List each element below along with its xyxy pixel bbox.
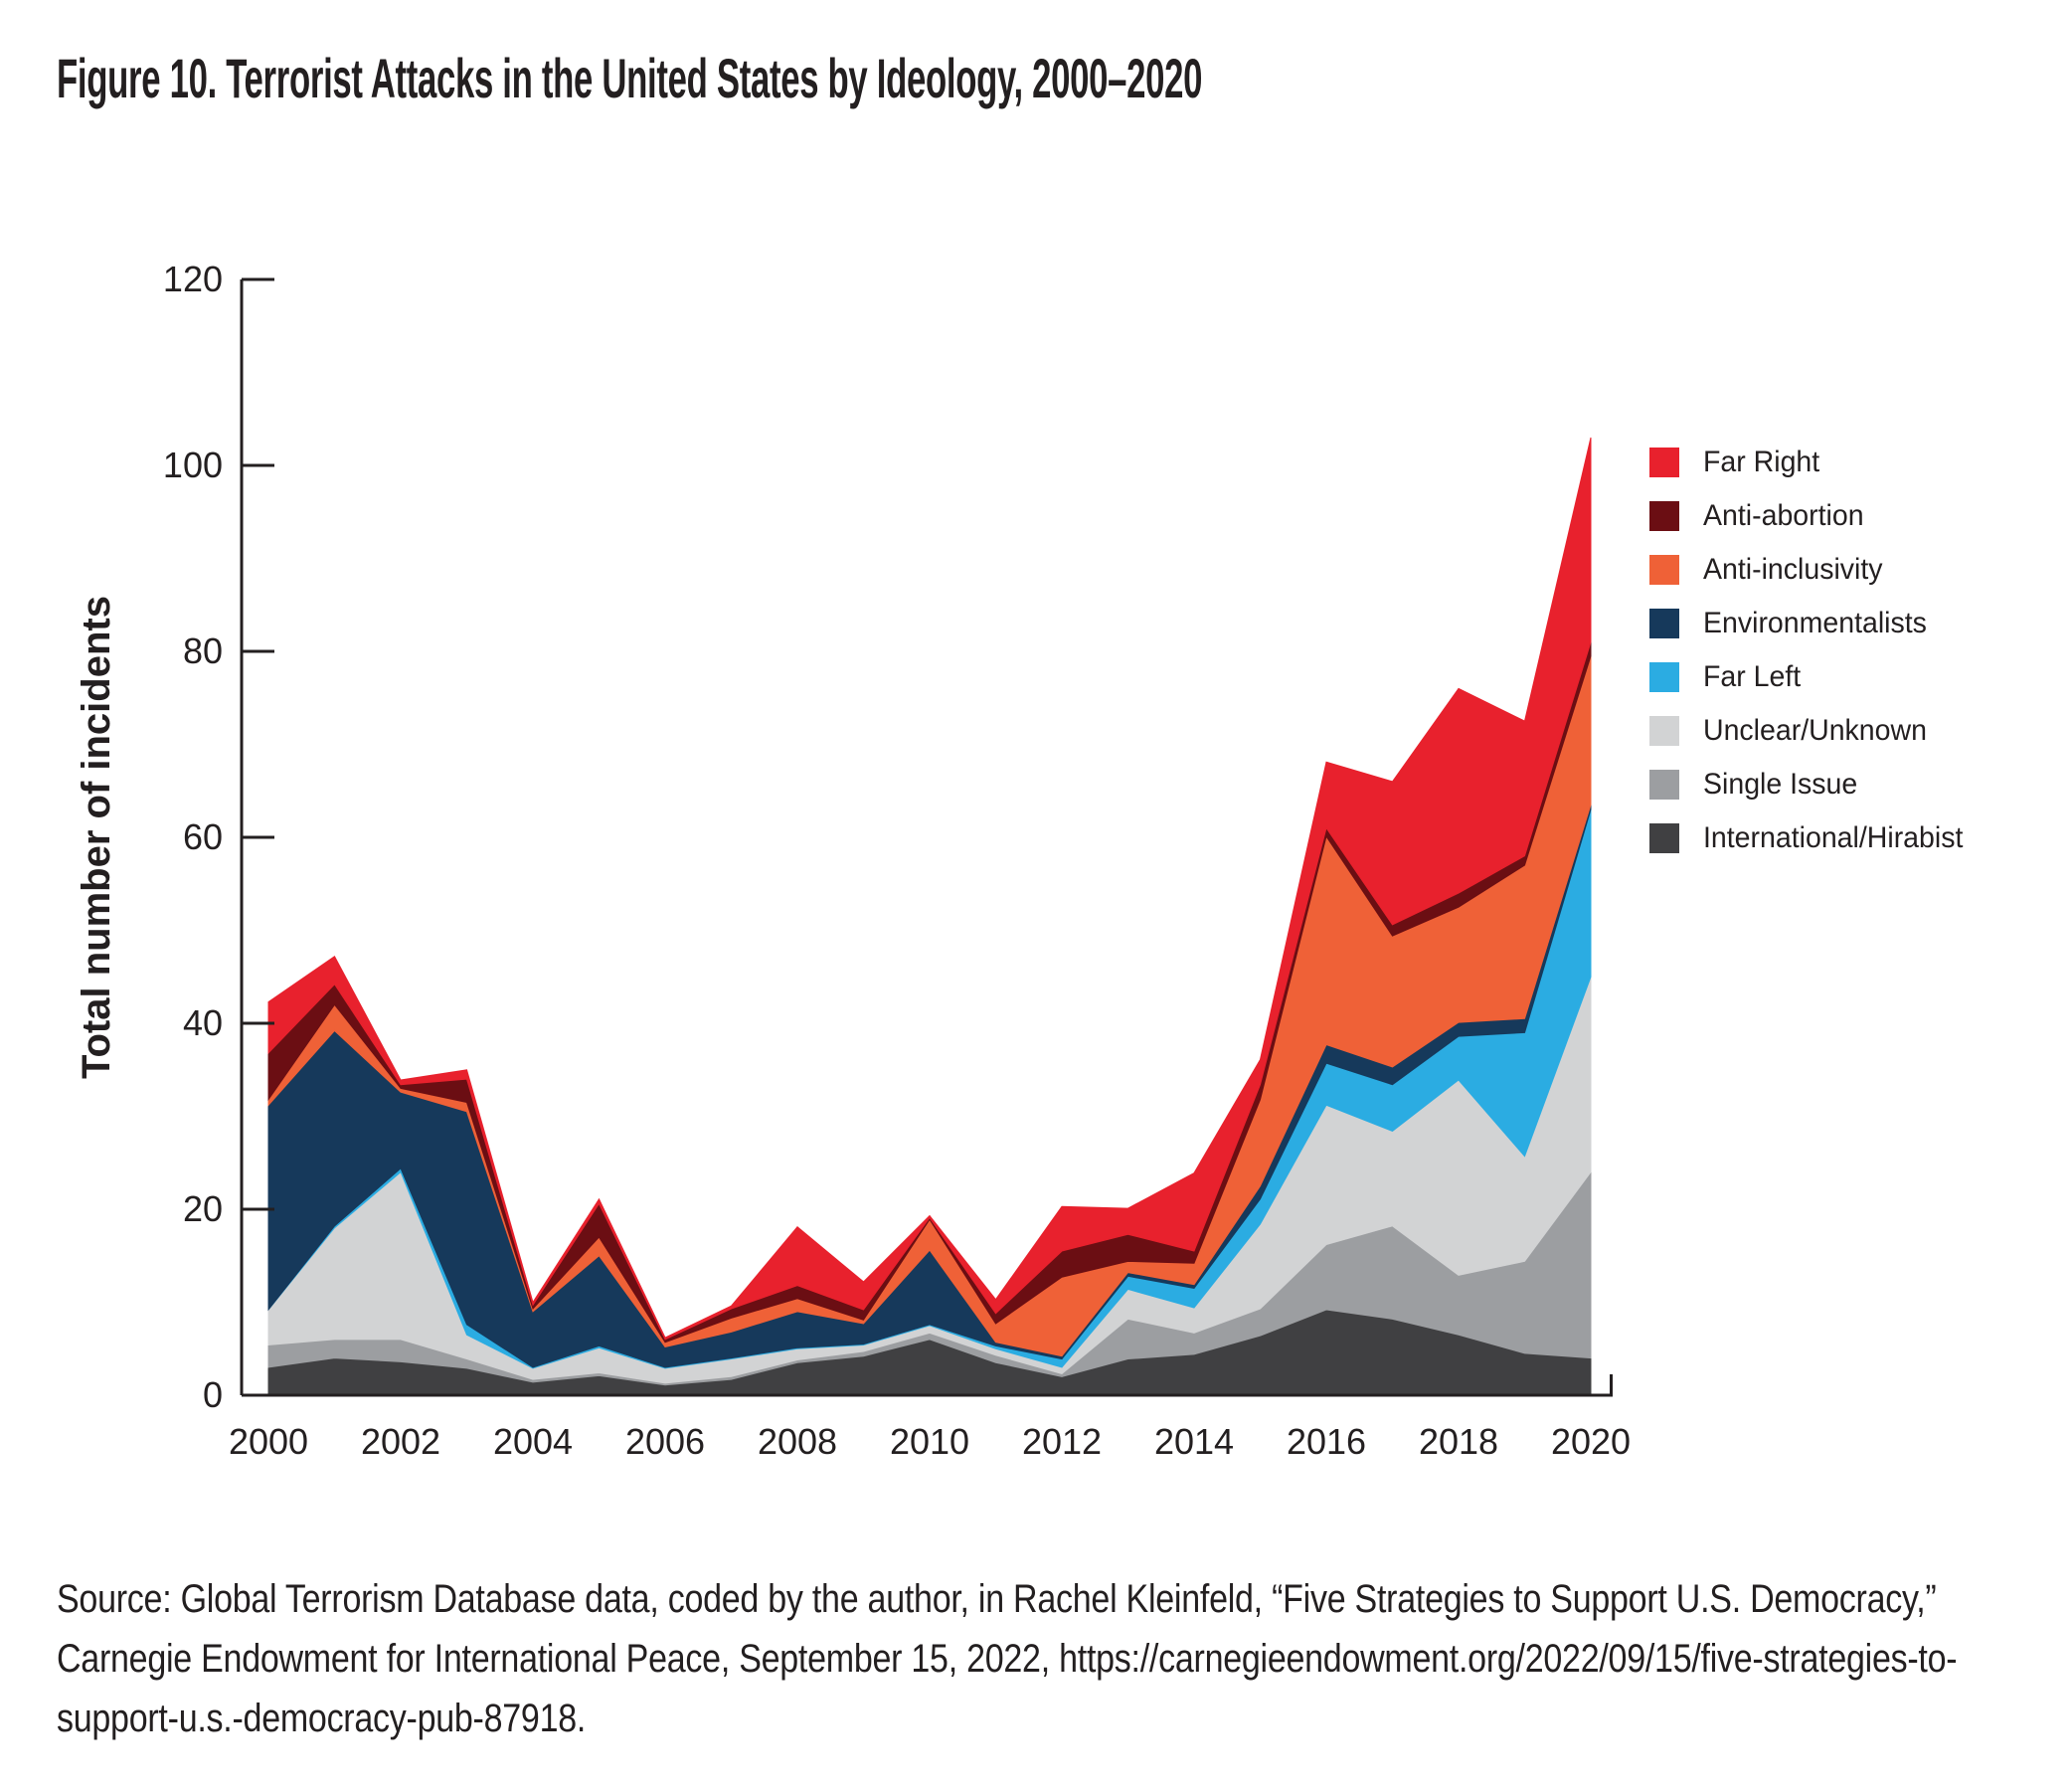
legend-swatch-international-hirabist bbox=[1649, 823, 1679, 853]
x-tick-label-2018: 2018 bbox=[1419, 1421, 1498, 1462]
x-tick-label-2014: 2014 bbox=[1154, 1421, 1234, 1462]
legend-label-anti-abortion: Anti-abortion bbox=[1703, 499, 1864, 532]
legend-label-international-hirabist: International/Hirabist bbox=[1703, 821, 1964, 854]
x-tick-label-2010: 2010 bbox=[890, 1421, 969, 1462]
x-tick-label-2016: 2016 bbox=[1287, 1421, 1366, 1462]
x-tick-label-2012: 2012 bbox=[1022, 1421, 1102, 1462]
legend-item-single-issue: Single Issue bbox=[1649, 770, 1977, 800]
x-tick-label-2008: 2008 bbox=[758, 1421, 837, 1462]
y-tick-label-0: 0 bbox=[203, 1374, 223, 1415]
legend-swatch-anti-abortion bbox=[1649, 501, 1679, 531]
legend-label-unclear-unknown: Unclear/Unknown bbox=[1703, 714, 1927, 747]
legend-item-anti-abortion: Anti-abortion bbox=[1649, 501, 1977, 531]
y-axis-title: Total number of incidents bbox=[75, 596, 118, 1079]
legend-item-far-right: Far Right bbox=[1649, 448, 1977, 477]
legend-swatch-far-right bbox=[1649, 448, 1679, 477]
legend-swatch-far-left bbox=[1649, 662, 1679, 692]
y-tick-label-20: 20 bbox=[183, 1188, 223, 1229]
y-tick-label-80: 80 bbox=[183, 630, 223, 671]
legend-label-far-left: Far Left bbox=[1703, 660, 1802, 693]
legend: Far Right Anti-abortion Anti-inclusivity En… bbox=[1649, 448, 1977, 853]
legend-swatch-environmentalists bbox=[1649, 609, 1679, 638]
x-tick-label-2002: 2002 bbox=[361, 1421, 440, 1462]
legend-item-far-left: Far Left bbox=[1649, 662, 1977, 692]
legend-swatch-anti-inclusivity bbox=[1649, 555, 1679, 585]
x-tick-label-2020: 2020 bbox=[1551, 1421, 1631, 1462]
legend-swatch-unclear-unknown bbox=[1649, 716, 1679, 746]
legend-label-environmentalists: Environmentalists bbox=[1703, 607, 1927, 639]
y-tick-label-40: 40 bbox=[183, 1002, 223, 1043]
y-tick-label-100: 100 bbox=[163, 445, 223, 485]
legend-item-environmentalists: Environmentalists bbox=[1649, 609, 1977, 638]
figure-title: Figure 10. Terrorist Attacks in the Unit… bbox=[57, 47, 1203, 109]
source-note: Source: Global Terrorism Database data, … bbox=[57, 1577, 1958, 1740]
legend-item-international-hirabist: International/Hirabist bbox=[1649, 823, 1977, 853]
y-tick-label-120: 120 bbox=[163, 259, 223, 299]
x-tick-label-2000: 2000 bbox=[229, 1421, 308, 1462]
legend-label-anti-inclusivity: Anti-inclusivity bbox=[1703, 553, 1883, 586]
legend-item-unclear-unknown: Unclear/Unknown bbox=[1649, 716, 1977, 746]
x-tick-label-2004: 2004 bbox=[493, 1421, 573, 1462]
legend-item-anti-inclusivity: Anti-inclusivity bbox=[1649, 555, 1977, 585]
area-far-right bbox=[267, 437, 1592, 1341]
x-tick-label-2006: 2006 bbox=[625, 1421, 705, 1462]
legend-label-far-right: Far Right bbox=[1703, 446, 1820, 478]
y-tick-label-60: 60 bbox=[183, 816, 223, 857]
legend-label-single-issue: Single Issue bbox=[1703, 768, 1858, 801]
legend-swatch-single-issue bbox=[1649, 770, 1679, 800]
